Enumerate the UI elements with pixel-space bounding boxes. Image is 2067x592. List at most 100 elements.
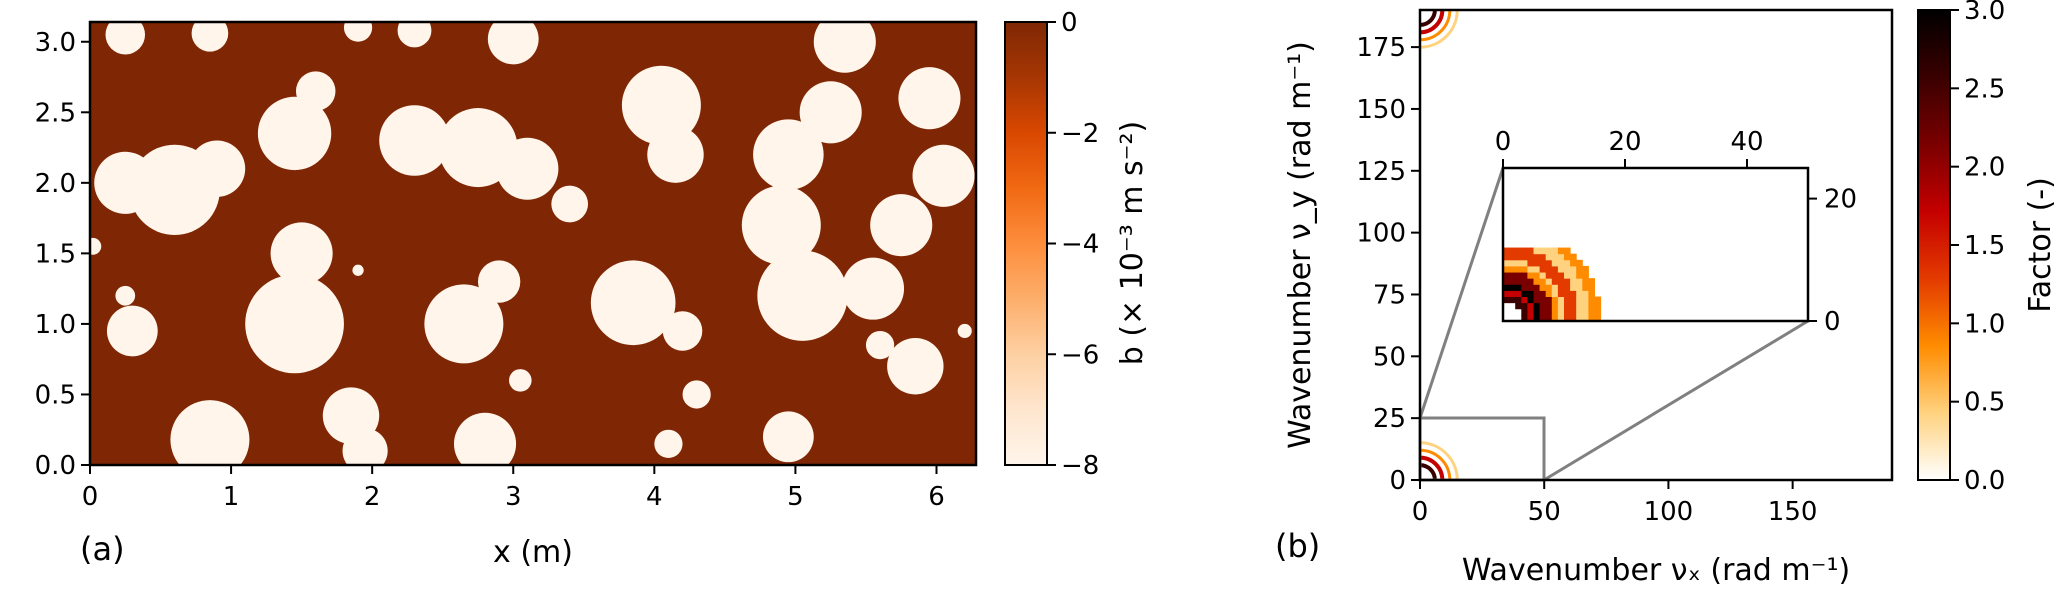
inset-cell	[1576, 296, 1583, 304]
inset-cell	[1539, 290, 1547, 298]
inset-cell	[1539, 265, 1547, 273]
inset-cell	[1539, 314, 1547, 321]
inset-cell	[1594, 308, 1602, 316]
inset-cell	[1515, 265, 1522, 273]
inset-cell	[1539, 302, 1547, 310]
inset-cell	[1503, 284, 1510, 291]
inset-cell	[1551, 302, 1559, 310]
inset-cell	[1582, 272, 1589, 279]
inset-cell	[1503, 290, 1510, 298]
panel-a-x-axis: 0 1 2 3 4 5 6	[82, 465, 945, 512]
inset-cell	[1515, 302, 1522, 310]
y-tick-label: 100	[1356, 219, 1406, 249]
field-blob	[870, 194, 933, 257]
zoom-connector-right	[1543, 319, 1809, 482]
inset-cell	[1527, 296, 1534, 304]
inset-cell	[1557, 284, 1565, 291]
field-blob	[106, 305, 158, 357]
inset-x-tick-label: 40	[1730, 127, 1763, 157]
field-blob	[245, 274, 344, 374]
inset-cell	[1521, 247, 1528, 255]
inset-cell	[1533, 247, 1541, 255]
spectrum-arc	[1420, 10, 1437, 27]
inset-cell	[1521, 296, 1528, 304]
inset-cell	[1503, 265, 1510, 273]
inset-cell	[1594, 314, 1602, 321]
inset-cell	[1557, 302, 1565, 310]
inset-cell	[1545, 284, 1553, 291]
field-blob	[397, 22, 432, 48]
inset-cell	[1557, 247, 1565, 255]
panel-a-colorbar-label: b (× 10⁻³ m s⁻²)	[1115, 121, 1150, 365]
inset-cell	[1582, 314, 1589, 321]
inset-cell	[1570, 278, 1577, 285]
inset-cell	[1527, 308, 1534, 316]
panel-b-colorbar-ticks: 3.0 2.5 2.0 1.5 1.0 0.5 0.0	[1950, 0, 2005, 496]
x-tick-label: 50	[1528, 497, 1561, 527]
inset-cell	[1576, 265, 1583, 273]
inset-cell	[1509, 284, 1516, 291]
spectrum-arc	[1420, 463, 1437, 480]
inset-cell	[1545, 253, 1553, 261]
inset-cell	[1533, 290, 1541, 298]
inset-cell	[1557, 314, 1565, 321]
inset-cell	[1545, 314, 1553, 321]
colorbar-tick-label: 1.0	[1964, 309, 2005, 339]
field-blob	[295, 71, 336, 111]
inset-cell	[1545, 259, 1553, 267]
colorbar-tick-label: 0	[1061, 8, 1078, 38]
inset-cell	[1527, 253, 1534, 261]
inset-cell	[1570, 296, 1577, 304]
spectrum-arc	[1420, 10, 1452, 42]
spectrum-arc	[1420, 441, 1459, 480]
inset-cell	[1557, 253, 1565, 261]
inset-cell	[1564, 290, 1571, 298]
y-tick-label: 125	[1356, 157, 1406, 187]
inset-axes: 0 20 40 20 0	[1495, 127, 1857, 337]
inset-cell	[1509, 296, 1516, 304]
panel-b: 0 20 40 200 0 50 100 150 0255075100125150175 …	[1275, 0, 2058, 588]
inset-cell	[1570, 253, 1577, 261]
spectrum-arc	[1420, 10, 1445, 35]
inset-spectrum-cells	[1503, 247, 1602, 321]
inset-cell	[1557, 278, 1565, 285]
inset-cell	[1545, 302, 1553, 310]
x-tick-label: 0	[1412, 497, 1429, 527]
field-blob	[757, 250, 848, 341]
inset-cell	[1564, 278, 1571, 285]
inset-cell	[1503, 278, 1510, 285]
inset-cell	[1557, 265, 1565, 273]
inset-cell	[1527, 272, 1534, 279]
inset-y-tick-label: 0	[1824, 307, 1841, 337]
x-tick-label: 0	[82, 482, 99, 512]
inset-cell	[1582, 302, 1589, 310]
inset-x-axis: 0 20 40	[1495, 127, 1764, 168]
inset-cell	[1570, 302, 1577, 310]
x-tick-label: 150	[1768, 497, 1818, 527]
field-blob	[590, 260, 676, 346]
inset-cell	[1533, 302, 1541, 310]
panel-a-frame	[88, 20, 978, 467]
inset-cell	[1564, 308, 1571, 316]
colorbar-tick-label: 0.5	[1964, 388, 2005, 418]
inset-cell	[1515, 272, 1522, 279]
y-tick-label: 2.0	[35, 169, 76, 199]
inset-cell	[1521, 253, 1528, 261]
inset-cell	[1509, 259, 1516, 267]
y-tick-label: 150	[1356, 95, 1406, 125]
inset-cell	[1564, 314, 1571, 321]
field-blob	[454, 412, 517, 465]
inset-cell	[1551, 284, 1559, 291]
inset-cell	[1503, 247, 1510, 255]
field-blob	[662, 311, 703, 351]
inset-cell	[1533, 265, 1541, 273]
colorbar-tick-label: −6	[1061, 340, 1099, 370]
field-blob	[257, 96, 332, 171]
inset-cell	[1521, 302, 1528, 310]
field-blob	[912, 144, 975, 207]
field-blob	[105, 22, 146, 55]
inset-cell	[1509, 290, 1516, 298]
inset-cell	[1576, 278, 1583, 285]
panel-b-colorbar-label: Factor (-)	[2023, 177, 2058, 313]
inset-cell	[1564, 302, 1571, 310]
